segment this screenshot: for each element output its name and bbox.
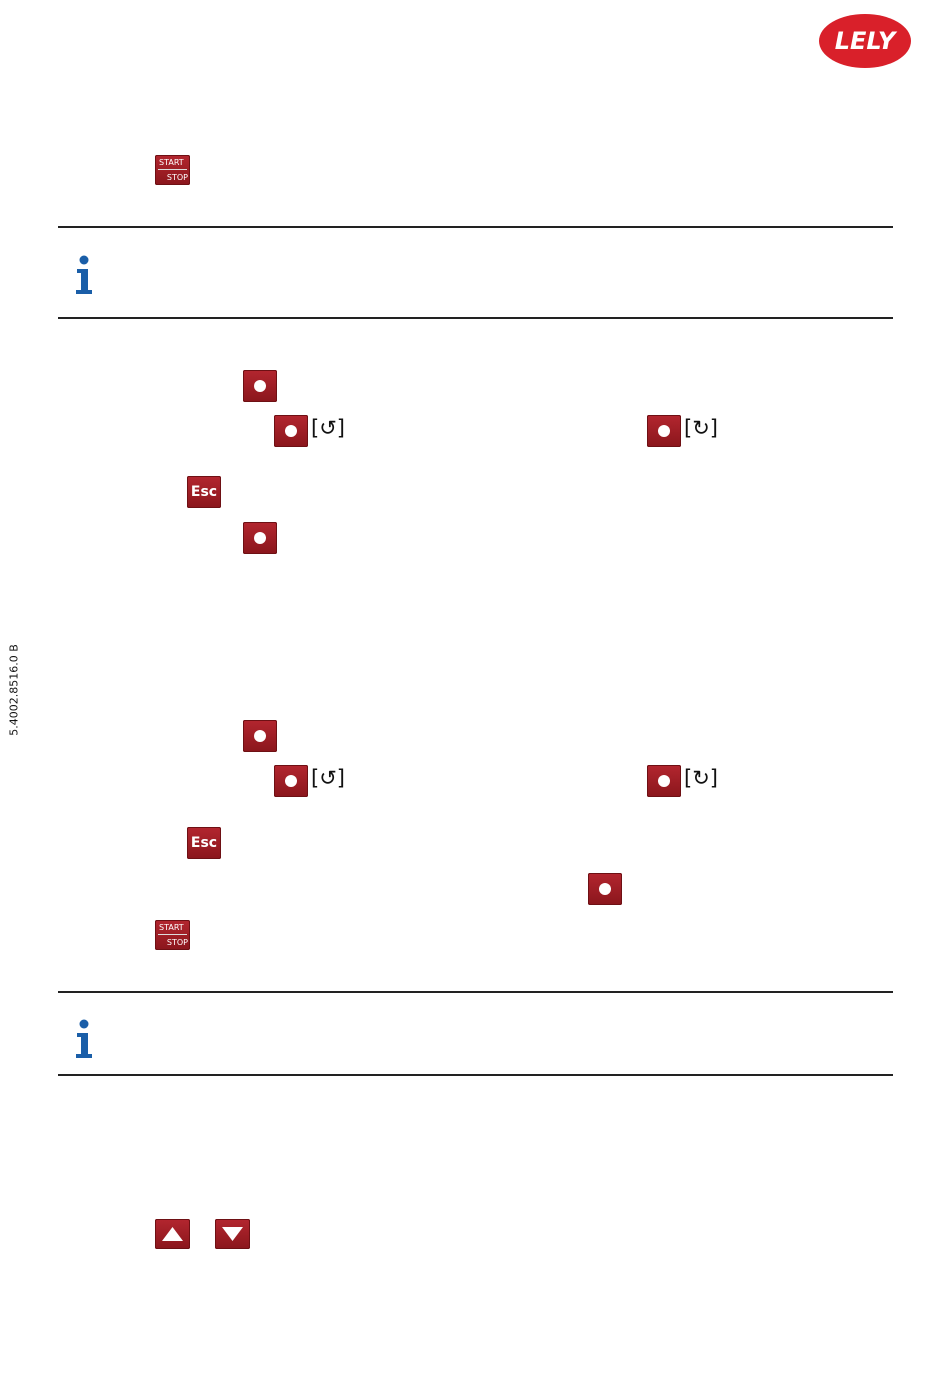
rotate-ccw: [↺] bbox=[311, 416, 345, 440]
rule bbox=[58, 226, 893, 228]
info-icon bbox=[76, 255, 92, 294]
rotate-cw: [↻] bbox=[684, 766, 718, 790]
doc-code: 5.4002.8516.0 B bbox=[7, 644, 21, 736]
start-stop-button: START STOP bbox=[155, 920, 190, 950]
info-icon bbox=[76, 1019, 92, 1058]
stop-label: STOP bbox=[166, 938, 188, 947]
ok-button bbox=[274, 415, 308, 447]
rotate-cw: [↻] bbox=[684, 416, 718, 440]
ok-button bbox=[274, 765, 308, 797]
start-stop-button: START STOP bbox=[155, 155, 190, 185]
start-label: START bbox=[159, 923, 184, 932]
ok-button bbox=[588, 873, 622, 905]
rule bbox=[58, 317, 893, 319]
ok-button bbox=[647, 415, 681, 447]
down-button bbox=[215, 1219, 250, 1249]
esc-button: Esc bbox=[187, 827, 221, 859]
up-button bbox=[155, 1219, 190, 1249]
logo: LELY bbox=[819, 14, 911, 68]
ok-button bbox=[243, 522, 277, 554]
logo-text: LELY bbox=[835, 27, 898, 55]
ok-button bbox=[647, 765, 681, 797]
start-label: START bbox=[159, 158, 184, 167]
rule bbox=[58, 1074, 893, 1076]
rotate-ccw: [↺] bbox=[311, 766, 345, 790]
ok-button bbox=[243, 370, 277, 402]
esc-button: Esc bbox=[187, 476, 221, 508]
ok-button bbox=[243, 720, 277, 752]
stop-label: STOP bbox=[166, 173, 188, 182]
rule bbox=[58, 991, 893, 993]
